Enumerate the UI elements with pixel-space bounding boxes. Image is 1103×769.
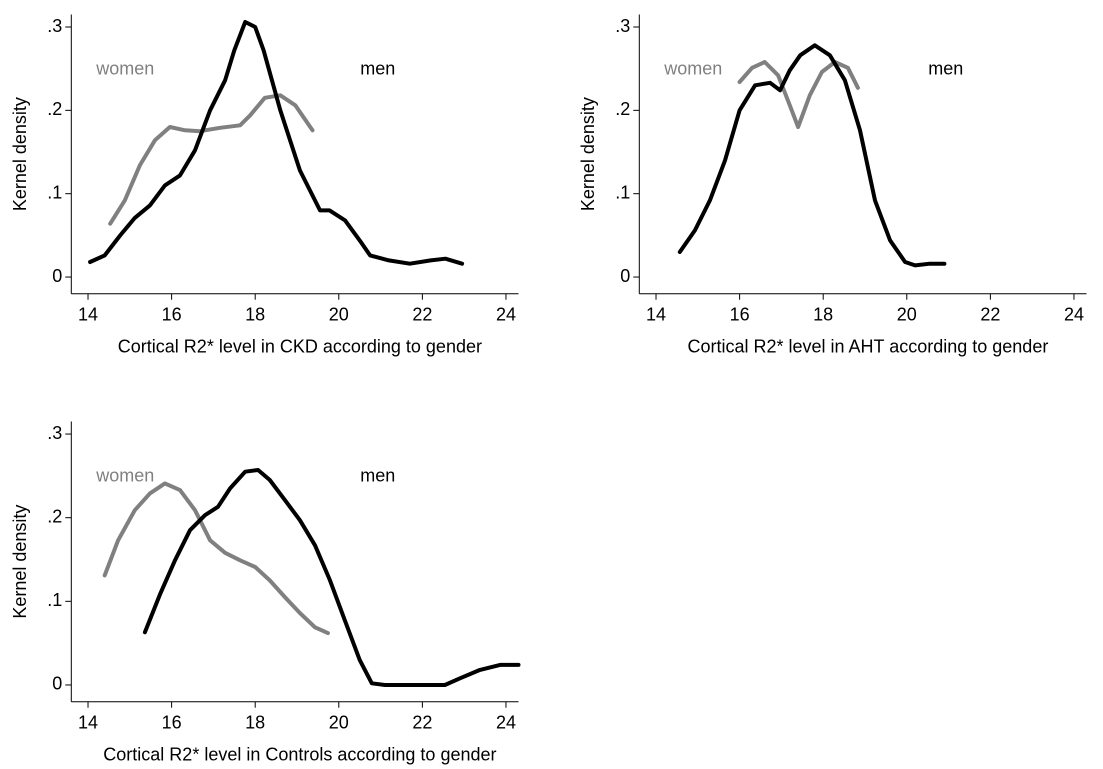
series-label: men <box>928 58 963 78</box>
x-tick-label: 18 <box>245 304 265 324</box>
x-tick-label: 24 <box>496 712 516 732</box>
x-tick-label: 14 <box>78 712 98 732</box>
y-axis-title: Kernel density <box>10 97 30 211</box>
x-tick-label: 22 <box>412 304 432 324</box>
x-tick-label: 14 <box>646 304 666 324</box>
y-tick-label: .3 <box>47 423 62 443</box>
x-tick-label: 18 <box>813 304 833 324</box>
y-tick-label: .3 <box>615 16 630 36</box>
series-label: women <box>663 58 722 78</box>
x-tick-label: 16 <box>162 304 182 324</box>
density-line <box>677 43 947 268</box>
x-tick-label: 24 <box>1064 304 1084 324</box>
y-tick-label: 0 <box>620 266 630 286</box>
y-axis-title: Kernel density <box>10 505 30 619</box>
x-axis-title: Cortical R2* level in CKD according to g… <box>118 336 482 356</box>
density-line <box>88 20 465 266</box>
series-label: men <box>360 58 395 78</box>
x-tick-label: 14 <box>78 304 98 324</box>
y-tick-label: .1 <box>47 182 62 202</box>
density-line <box>737 60 860 129</box>
x-tick-label: 22 <box>980 304 1000 324</box>
x-tick-label: 20 <box>329 304 349 324</box>
y-tick-label: .3 <box>47 16 62 36</box>
y-tick-label: .2 <box>615 99 630 119</box>
series-label: women <box>95 465 154 485</box>
x-tick-label: 16 <box>730 304 750 324</box>
y-axis-title: Kernel density <box>578 97 598 211</box>
panel: 0 .1 .2 .3 14 16 18 20 22 24 Cortical R2* level in… <box>578 14 1087 356</box>
y-tick-label: 0 <box>52 674 62 694</box>
y-tick-label: .1 <box>615 182 630 202</box>
series-label: women <box>95 58 154 78</box>
panel: 0 .1 .2 .3 14 16 18 20 22 24 Cortical R2* level in… <box>10 14 519 356</box>
y-tick-label: .2 <box>47 99 62 119</box>
x-tick-label: 16 <box>162 712 182 732</box>
x-axis-title: Cortical R2* level in Controls according… <box>103 744 496 764</box>
x-tick-label: 18 <box>245 712 265 732</box>
y-tick-label: .2 <box>47 506 62 526</box>
y-tick-label: 0 <box>52 266 62 286</box>
x-tick-label: 24 <box>496 304 516 324</box>
x-tick-label: 20 <box>329 712 349 732</box>
y-tick-label: .1 <box>47 590 62 610</box>
density-line <box>142 468 521 687</box>
density-line <box>102 481 330 636</box>
x-tick-label: 22 <box>412 712 432 732</box>
series-label: men <box>360 465 395 485</box>
x-axis-title: Cortical R2* level in AHT according to g… <box>687 336 1048 356</box>
x-tick-label: 20 <box>897 304 917 324</box>
